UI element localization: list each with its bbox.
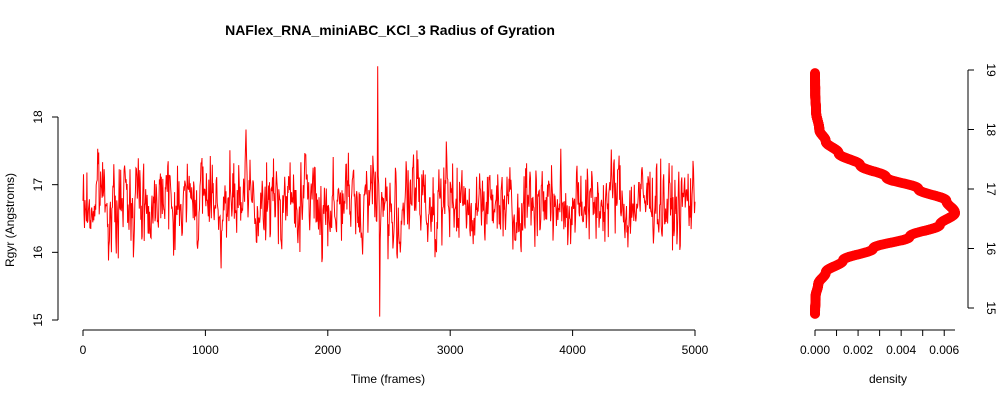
y-tick-label: 17 — [31, 178, 45, 192]
density-y-tick-label: 19 — [984, 63, 998, 77]
density-curve — [810, 68, 960, 319]
density-x-tick-label: 0.004 — [886, 343, 916, 357]
density-y-tick-label: 15 — [984, 301, 998, 315]
density-x-tick-label: 0.000 — [800, 343, 830, 357]
y-axis-label: Rgyr (Angstroms) — [3, 173, 17, 267]
rgyr-series-line — [82, 66, 696, 317]
x-tick-label: 1000 — [192, 343, 219, 357]
density-point — [810, 68, 820, 79]
x-tick-label: 4000 — [559, 343, 586, 357]
density-x-tick-label: 0.002 — [843, 343, 873, 357]
x-ticks: 0 1000 2000 3000 4000 5000 — [80, 330, 709, 357]
density-y-tick-label: 17 — [984, 182, 998, 196]
y-ticks: 15 16 17 18 — [31, 110, 58, 327]
density-y-tick-label: 18 — [984, 123, 998, 137]
density-y-ticks: 15 16 17 18 19 — [968, 63, 998, 315]
density-x-tick-label: 0.006 — [929, 343, 959, 357]
density-x-axis-label: density — [869, 372, 907, 386]
x-tick-label: 3000 — [437, 343, 464, 357]
chart-title: NAFlex_RNA_miniABC_KCl_3 Radius of Gyrat… — [225, 22, 555, 38]
density-x-ticks: 0.000 0.002 0.004 0.006 — [800, 330, 960, 357]
density-y-tick-label: 16 — [984, 242, 998, 256]
x-tick-label: 2000 — [314, 343, 341, 357]
y-tick-label: 15 — [31, 313, 45, 327]
y-tick-label: 18 — [31, 110, 45, 124]
x-axis-label: Time (frames) — [351, 372, 425, 386]
x-tick-label: 5000 — [682, 343, 709, 357]
y-tick-label: 16 — [31, 245, 45, 259]
x-tick-label: 0 — [80, 343, 87, 357]
